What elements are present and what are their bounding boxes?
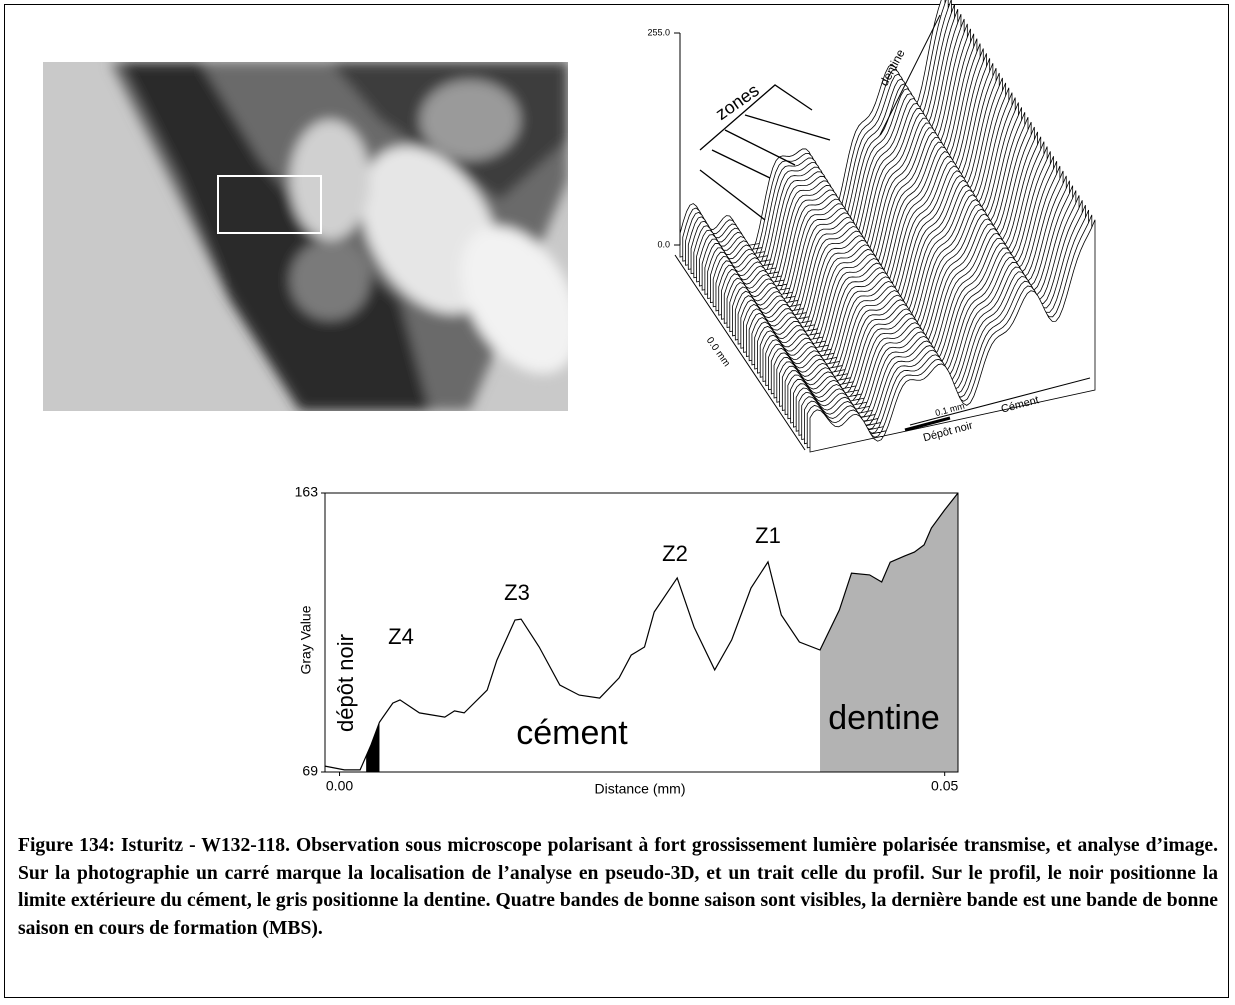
region-label: dentine <box>828 699 940 737</box>
caption: Figure 134: Isturitz - W132-118. Observa… <box>18 835 1218 939</box>
annotation: cément <box>516 714 628 752</box>
surface-profile <box>809 219 1096 453</box>
y-tick-label: 69 <box>302 763 318 779</box>
zone-bracket <box>699 84 813 151</box>
figure-frame <box>4 4 1229 998</box>
profile-chart: 69 163 0.00 0.05 Distance (mm) Gray Value Z4 Z3… <box>295 484 959 797</box>
y-tick-label: 163 <box>295 484 319 500</box>
region-label: dépôt noir <box>333 634 358 732</box>
x-tick-label: 0.00 <box>326 778 353 794</box>
plot-label: 0.0 mm <box>704 335 732 369</box>
plot-label: 255.0 <box>647 27 670 37</box>
shaded-region <box>366 722 380 772</box>
zone-arrow <box>711 149 771 179</box>
x-axis-title: Distance (mm) <box>594 781 685 797</box>
profile-line <box>324 492 959 771</box>
annotation: Z2 <box>662 541 688 566</box>
micrograph <box>43 62 568 411</box>
zone-arrow <box>744 114 831 141</box>
x-tick-label: 0.05 <box>931 778 958 794</box>
annotation: Z1 <box>755 523 781 548</box>
y-axis-title: Gray Value <box>298 605 314 674</box>
x-axis <box>904 416 951 432</box>
plot-label: 0.0 <box>657 239 670 249</box>
zone-arrow <box>724 129 796 166</box>
zone-arrow <box>699 169 766 221</box>
x-axis <box>909 377 1091 426</box>
y-axis <box>674 254 806 451</box>
annotation: Z3 <box>504 580 530 605</box>
plot-frame <box>324 492 959 773</box>
dentine-line <box>879 14 941 136</box>
annotation: Z4 <box>388 624 414 649</box>
shaded-region <box>820 493 958 772</box>
